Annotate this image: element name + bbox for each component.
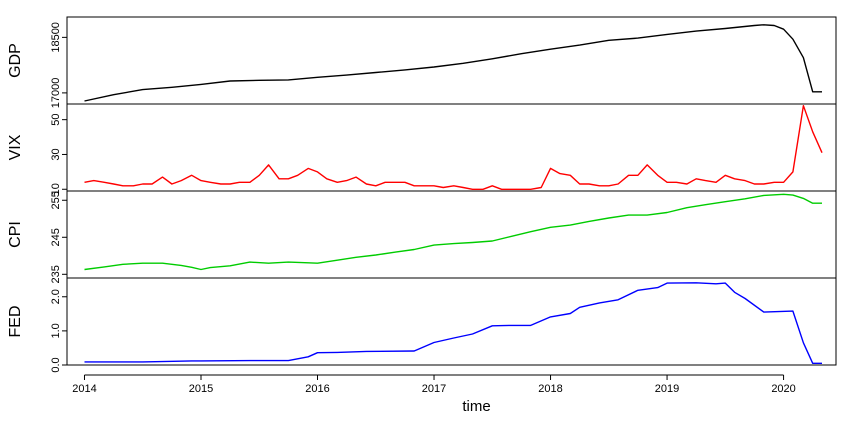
x-tick-label: 2015 [189, 383, 213, 395]
fed-panel: 0.0 1.0 2.0 FED [7, 277, 837, 373]
gdp-series-line [84, 24, 822, 102]
x-tick-label: 2016 [305, 383, 329, 395]
cpi-panel-label: CPI [7, 221, 24, 248]
gdp-panel: 17000 18500 GDP [7, 16, 837, 109]
gdp-y-tick-label: 17000 [50, 78, 62, 109]
cpi-y-tick-label: 235 [50, 265, 62, 283]
fed-y-tick-label: 2.0 [50, 289, 62, 304]
vix-panel: 10 30 50 VIX [7, 103, 837, 195]
x-tick-label: 2018 [538, 383, 562, 395]
x-tick-label: 2014 [72, 383, 96, 395]
x-axis-title: time [462, 398, 490, 415]
vix-y-tick-label: 50 [50, 114, 62, 126]
x-axis: 2014 2015 2016 2017 2018 2019 2020 [72, 374, 796, 395]
cpi-y-tick-label: 245 [50, 228, 62, 246]
fed-panel-label: FED [7, 306, 24, 338]
x-tick-label: 2017 [422, 383, 446, 395]
gdp-panel-frame [66, 16, 837, 105]
fed-panel-frame [66, 277, 837, 366]
x-tick-label: 2019 [655, 383, 679, 395]
x-tick-label: 2020 [771, 383, 795, 395]
vix-panel-label: VIX [7, 134, 24, 160]
vix-y-tick-label: 30 [50, 148, 62, 160]
vix-series-line [84, 104, 823, 191]
gdp-panel-label: GDP [7, 43, 24, 78]
panels-group: 17000 18500 GDP 10 30 50 VIX 235 245 255 CPI 0.0 1.0… [7, 16, 837, 373]
fed-y-tick-label: 1.0 [50, 323, 62, 338]
fed-series-line [84, 282, 822, 364]
cpi-panel: 235 245 255 CPI [7, 190, 837, 283]
cpi-series-line [84, 193, 822, 271]
fed-y-tick-label: 0.0 [50, 357, 62, 372]
vix-y-tick-label: 10 [50, 183, 62, 195]
gdp-y-tick-label: 18500 [50, 22, 62, 53]
cpi-y-tick-label: 255 [50, 191, 62, 209]
